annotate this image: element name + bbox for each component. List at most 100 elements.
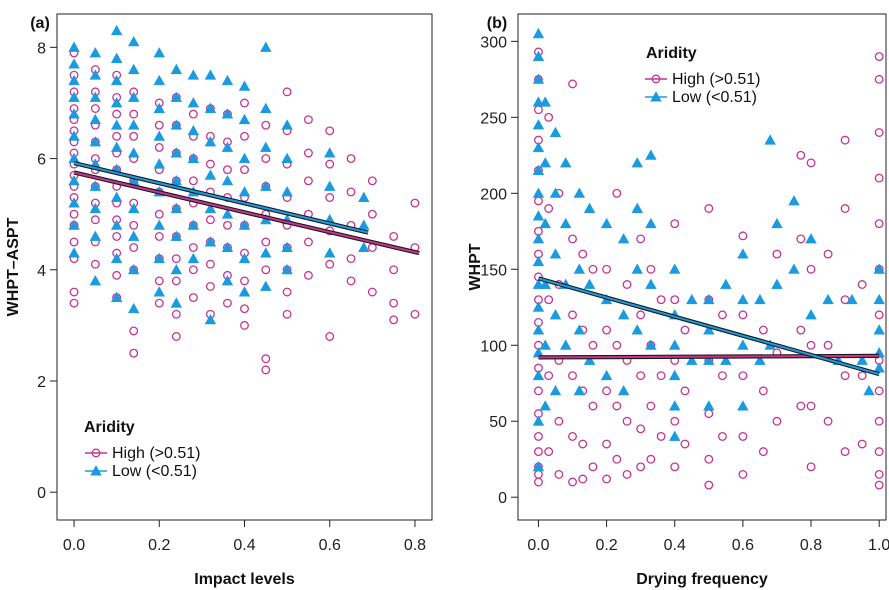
data-point-low bbox=[645, 149, 657, 160]
data-point-low bbox=[754, 293, 766, 305]
data-point-high bbox=[544, 295, 554, 305]
data-point-high bbox=[796, 150, 806, 160]
data-point-low bbox=[573, 385, 586, 396]
data-point-high bbox=[874, 128, 884, 137]
data-point-high bbox=[758, 325, 768, 335]
data-point-high bbox=[874, 310, 884, 320]
y-tick-label: 8 bbox=[37, 40, 46, 57]
data-point-low bbox=[324, 247, 336, 258]
data-point-high bbox=[205, 159, 215, 169]
data-point-high bbox=[568, 234, 577, 244]
legend-marker-low bbox=[90, 465, 102, 476]
data-point-high bbox=[544, 371, 554, 381]
data-point-high bbox=[129, 348, 139, 358]
data-point-low bbox=[260, 247, 272, 258]
data-point-low bbox=[153, 130, 165, 141]
data-point-high bbox=[325, 126, 335, 136]
data-point-low bbox=[754, 354, 766, 365]
data-point-high bbox=[704, 454, 714, 464]
data-point-high bbox=[325, 159, 335, 169]
data-point-high bbox=[680, 325, 690, 335]
data-point-low bbox=[532, 119, 545, 130]
panel-label: (b) bbox=[487, 15, 507, 32]
data-point-low bbox=[549, 187, 562, 198]
legend-marker-high bbox=[91, 448, 101, 458]
data-point-low bbox=[170, 174, 183, 186]
data-point-low bbox=[600, 217, 613, 229]
data-point-low bbox=[532, 233, 545, 244]
data-point-high bbox=[578, 249, 588, 259]
data-point-low bbox=[539, 217, 551, 229]
panel-b: (b) 0.0 0.2 0.4 0.6 0.8 1.0 0 50 100 150 200 250 300 D… bbox=[467, 13, 889, 588]
y-tick-label: 2 bbox=[37, 374, 46, 391]
data-point-high bbox=[646, 454, 656, 464]
data-point-low bbox=[281, 152, 293, 164]
data-point-low bbox=[788, 263, 800, 274]
data-point-low bbox=[68, 247, 80, 258]
data-point-low bbox=[532, 141, 545, 153]
data-point-low bbox=[110, 219, 123, 230]
data-point-high bbox=[717, 431, 727, 441]
data-point-high bbox=[303, 176, 313, 186]
data-point-low bbox=[539, 339, 551, 350]
data-point-low bbox=[771, 278, 783, 289]
data-point-low bbox=[127, 35, 140, 47]
data-point-high bbox=[588, 264, 598, 274]
data-point-low bbox=[204, 136, 217, 147]
data-point-high bbox=[717, 310, 727, 320]
data-point-high bbox=[840, 135, 850, 145]
data-point-low bbox=[204, 202, 217, 214]
data-point-high bbox=[612, 188, 622, 198]
data-point-low bbox=[153, 286, 165, 297]
data-point-high bbox=[112, 231, 122, 241]
data-point-high bbox=[533, 105, 543, 115]
data-point-low bbox=[170, 202, 183, 214]
legend-label: High (>0.51) bbox=[672, 71, 761, 88]
data-point-low bbox=[737, 293, 749, 305]
data-point-low bbox=[89, 136, 102, 147]
y-tick-label: 300 bbox=[480, 34, 507, 51]
data-point-low bbox=[583, 202, 596, 213]
data-point-low bbox=[260, 141, 272, 152]
data-point-high bbox=[646, 264, 656, 274]
x-tick-label: 0.2 bbox=[148, 537, 170, 554]
data-point-low bbox=[204, 236, 217, 247]
data-point-high bbox=[636, 462, 646, 472]
data-point-high bbox=[738, 469, 748, 479]
data-point-high bbox=[680, 439, 690, 449]
data-point-high bbox=[758, 447, 768, 457]
x-tick-label: 0.6 bbox=[319, 537, 341, 554]
data-point-high bbox=[533, 477, 543, 487]
data-point-low bbox=[204, 102, 217, 113]
data-point-high bbox=[738, 431, 748, 441]
data-point-high bbox=[188, 243, 198, 252]
data-point-high bbox=[568, 310, 577, 320]
data-point-low bbox=[645, 217, 657, 229]
legend-title: Aridity bbox=[84, 419, 135, 436]
data-point-high bbox=[874, 219, 884, 229]
data-point-high bbox=[738, 310, 748, 320]
data-point-low bbox=[583, 354, 596, 365]
data-point-low bbox=[221, 74, 234, 86]
data-point-low bbox=[221, 275, 234, 286]
data-point-high bbox=[704, 480, 714, 490]
data-point-high bbox=[568, 477, 577, 487]
marks-layer bbox=[532, 27, 885, 490]
data-point-low bbox=[260, 102, 272, 113]
panel-a: (a) 0.0 0.2 0.4 0.6 0.8 0 2 4 6 8 Impact levels WHPT… bbox=[5, 13, 433, 588]
data-point-high bbox=[389, 265, 399, 275]
data-point-high bbox=[840, 204, 850, 213]
data-point-low bbox=[737, 339, 749, 350]
data-point-low bbox=[170, 230, 183, 241]
data-point-high bbox=[602, 325, 612, 335]
data-point-high bbox=[806, 264, 816, 274]
data-point-high bbox=[612, 454, 622, 464]
data-point-high bbox=[874, 480, 884, 490]
data-point-high bbox=[154, 231, 164, 241]
data-point-low bbox=[549, 309, 562, 320]
data-point-low bbox=[686, 354, 698, 365]
data-point-high bbox=[544, 112, 554, 122]
data-point-low bbox=[68, 219, 80, 230]
data-point-low bbox=[532, 187, 545, 198]
data-point-low bbox=[532, 255, 545, 267]
